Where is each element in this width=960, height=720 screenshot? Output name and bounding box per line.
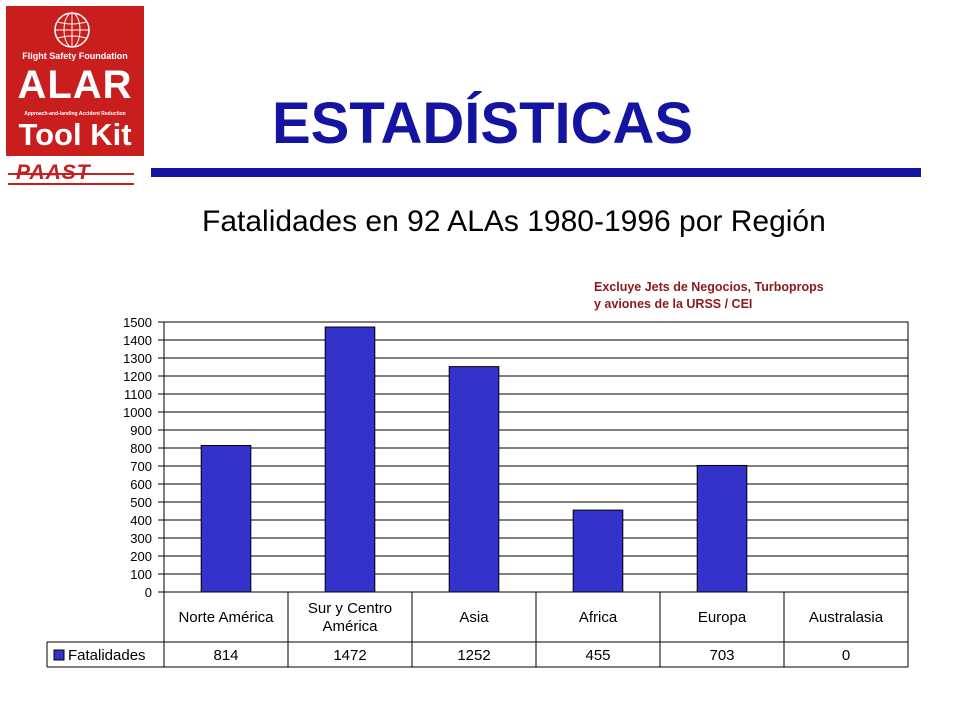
bar-5 (696, 464, 748, 593)
x-category-label: Norte América (178, 609, 274, 626)
exclusion-note: Excluye Jets de Negocios, Turboprops y a… (594, 279, 824, 313)
y-tick-label: 800 (130, 441, 152, 456)
y-tick-label: 900 (130, 423, 152, 438)
x-category-label: Asia (459, 609, 489, 626)
x-category-label: Sur y Centro (308, 600, 392, 617)
program-underline-bottom (8, 183, 134, 185)
logo-wordmark: ALAR (17, 63, 133, 107)
exclusion-note-line1: Excluye Jets de Negocios, Turboprops (594, 280, 824, 294)
x-category-label: América (322, 618, 378, 635)
chart-title: Fatalidades en 92 ALAs 1980-1996 por Reg… (202, 205, 826, 238)
slide-title: ESTADÍSTICAS (272, 91, 694, 156)
y-tick-label: 1500 (123, 315, 152, 330)
logo-tagline: Approach-and-landing Accident Reduction (24, 111, 126, 117)
program-underline-top (8, 173, 134, 175)
y-tick-label: 300 (130, 531, 152, 546)
data-value-label: 0 (842, 647, 850, 664)
y-tick-label: 1000 (123, 405, 152, 420)
x-category-label: Australasia (809, 609, 884, 626)
y-tick-label: 100 (130, 567, 152, 582)
y-tick-label: 1200 (123, 369, 152, 384)
program-label: PAAST (16, 161, 91, 184)
data-value-label: 1472 (333, 647, 366, 664)
y-tick-label: 400 (130, 513, 152, 528)
data-value-label: 455 (585, 647, 610, 664)
y-tick-label: 1300 (123, 351, 152, 366)
data-value-label: 1252 (457, 647, 490, 664)
x-category-label: Europa (698, 609, 747, 626)
alar-logo: Flight Safety Foundation ALAR Approach-a… (6, 6, 144, 156)
bar-4 (572, 509, 624, 593)
plot-frame (163, 321, 909, 593)
y-tick-label: 600 (130, 477, 152, 492)
bar-3 (448, 366, 500, 593)
globe-icon (54, 12, 90, 48)
legend-key (53, 649, 65, 661)
logo-subtitle: Tool Kit (18, 117, 132, 152)
title-rule (151, 168, 921, 177)
y-tick-label: 500 (130, 495, 152, 510)
y-tick-label: 700 (130, 459, 152, 474)
y-tick-label: 200 (130, 549, 152, 564)
y-tick-label: 0 (145, 585, 152, 600)
x-category-label: Africa (579, 609, 618, 626)
bar-2 (324, 326, 376, 593)
y-tick-label: 1400 (123, 333, 152, 348)
y-tick-label: 1100 (124, 387, 152, 402)
data-value-label: 703 (709, 647, 734, 664)
exclusion-note-line2: y aviones de la URSS / CEI (594, 297, 753, 311)
data-value-label: 814 (213, 647, 238, 664)
legend-series-name: Fatalidades (68, 647, 146, 664)
logo-organization: Flight Safety Foundation (22, 51, 128, 61)
bar-1 (200, 444, 252, 593)
